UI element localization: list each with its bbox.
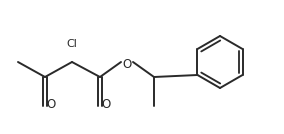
- Text: Cl: Cl: [66, 39, 78, 49]
- Text: O: O: [122, 57, 131, 70]
- Text: O: O: [46, 98, 56, 111]
- Text: O: O: [101, 98, 111, 111]
